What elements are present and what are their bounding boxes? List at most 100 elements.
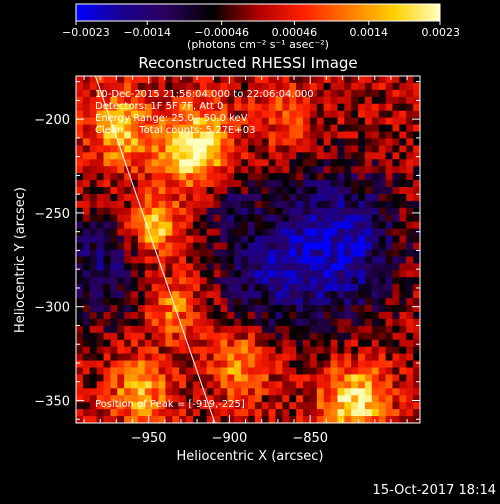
- heatmap-cell: [351, 291, 359, 299]
- heatmap-cell: [179, 291, 187, 299]
- heatmap-cell: [330, 89, 339, 98]
- heatmap-cell: [213, 409, 222, 417]
- heatmap-cell: [282, 228, 290, 237]
- heatmap-cell: [282, 325, 290, 334]
- heatmap-cell: [179, 298, 187, 306]
- heatmap-cell: [172, 117, 180, 126]
- heatmap-cell: [268, 388, 277, 396]
- heatmap-cell: [406, 200, 414, 209]
- heatmap-cell: [179, 353, 187, 362]
- heatmap-cell: [234, 270, 242, 278]
- heatmap-cell: [309, 159, 318, 167]
- heatmap-cell: [371, 409, 380, 417]
- heatmap-cell: [261, 89, 270, 98]
- heatmap-cell: [89, 187, 98, 195]
- heatmap-cell: [323, 82, 332, 91]
- heatmap-cell: [275, 138, 283, 146]
- heatmap-cell: [117, 367, 125, 376]
- heatmap-cell: [309, 180, 318, 188]
- heatmap-cell: [399, 235, 407, 244]
- heatmap-cell: [192, 138, 201, 146]
- heatmap-cell: [275, 367, 283, 376]
- heatmap-cell: [172, 96, 180, 105]
- heatmap-cell: [371, 214, 380, 223]
- heatmap-cell: [158, 76, 167, 84]
- heatmap-cell: [385, 159, 394, 167]
- heatmap-cell: [131, 235, 139, 244]
- heatmap-cell: [399, 76, 407, 84]
- heatmap-cell: [117, 311, 125, 320]
- heatmap-cell: [268, 416, 277, 423]
- heatmap-cell: [144, 367, 153, 376]
- heatmap-cell: [179, 193, 187, 202]
- heatmap-cell: [206, 325, 215, 334]
- heatmap-cell: [385, 381, 394, 389]
- heatmap-cell: [158, 381, 167, 389]
- heatmap-cell: [275, 89, 283, 98]
- heatmap-cell: [158, 214, 167, 223]
- heatmap-cell: [358, 117, 366, 126]
- heatmap-cell: [227, 249, 235, 258]
- heatmap-cell: [158, 221, 167, 230]
- heatmap-cell: [303, 298, 311, 306]
- heatmap-cell: [234, 311, 242, 320]
- heatmap-cell: [296, 235, 304, 244]
- heatmap-cell: [103, 298, 111, 306]
- heatmap-cell: [151, 221, 160, 230]
- heatmap-cell: [371, 96, 380, 105]
- heatmap-cell: [103, 402, 111, 410]
- heatmap-cell: [124, 402, 132, 410]
- heatmap-cell: [303, 124, 311, 133]
- heatmap-cell: [282, 110, 290, 119]
- heatmap-cell: [192, 284, 201, 292]
- heatmap-cell: [351, 214, 359, 223]
- heatmap-cell: [371, 346, 380, 355]
- heatmap-cell: [206, 346, 215, 355]
- heatmap-cell: [330, 117, 339, 126]
- heatmap-cell: [96, 353, 105, 362]
- heatmap-cell: [385, 263, 394, 271]
- heatmap-cell: [364, 409, 373, 417]
- heatmap-cell: [158, 193, 167, 202]
- heatmap-cell: [296, 152, 304, 160]
- heatmap-cell: [76, 395, 84, 403]
- heatmap-cell: [186, 180, 194, 188]
- heatmap-cell: [192, 339, 201, 348]
- heatmap-cell: [303, 82, 311, 91]
- heatmap-cell: [261, 207, 270, 216]
- heatmap-cell: [144, 103, 153, 112]
- heatmap-cell: [303, 325, 311, 334]
- heatmap-cell: [323, 76, 332, 84]
- heatmap-cell: [261, 96, 270, 105]
- heatmap-cell: [76, 249, 84, 258]
- heatmap-cell: [103, 291, 111, 299]
- heatmap-cell: [316, 193, 325, 202]
- heatmap-cell: [76, 346, 84, 355]
- heatmap-cell: [254, 291, 263, 299]
- heatmap-cell: [289, 332, 297, 341]
- heatmap-cell: [316, 235, 325, 244]
- heatmap-cell: [358, 221, 366, 230]
- heatmap-cell: [385, 353, 394, 362]
- heatmap-cell: [137, 284, 146, 292]
- heatmap-cell: [289, 124, 297, 133]
- heatmap-cell: [261, 131, 270, 140]
- heatmap-cell: [110, 277, 118, 285]
- heatmap-cell: [158, 298, 167, 306]
- heatmap-cell: [241, 360, 249, 369]
- heatmap-cell: [378, 180, 387, 188]
- heatmap-cell: [358, 110, 366, 119]
- heatmap-cell: [82, 256, 91, 264]
- heatmap-cell: [392, 242, 400, 251]
- heatmap-cell: [268, 298, 277, 306]
- heatmap-cell: [241, 409, 249, 417]
- heatmap-cell: [76, 138, 84, 146]
- heatmap-cell: [151, 395, 160, 403]
- heatmap-cell: [282, 193, 290, 202]
- heatmap-cell: [296, 284, 304, 292]
- heatmap-cell: [158, 180, 167, 188]
- heatmap-cell: [206, 256, 215, 264]
- heatmap-cell: [323, 291, 332, 299]
- heatmap-cell: [172, 228, 180, 237]
- heatmap-cell: [186, 298, 194, 306]
